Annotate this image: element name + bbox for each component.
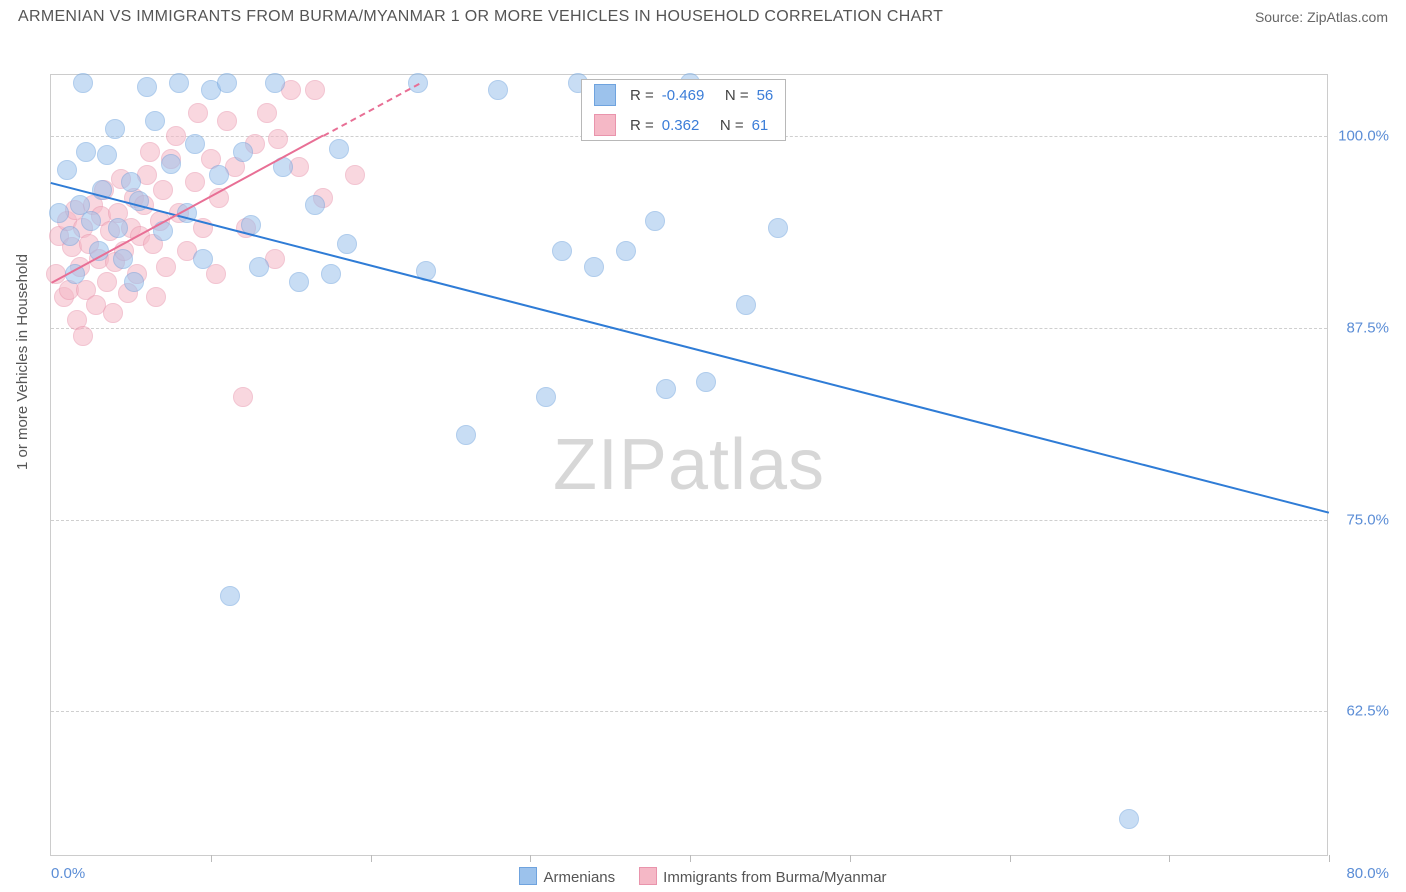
watermark-light: atlas: [668, 425, 825, 505]
legend-label-armenians: Armenians: [543, 869, 615, 886]
legend-swatch-armenians: [519, 867, 537, 885]
data-point-armenians: [337, 234, 357, 254]
data-point-armenians: [113, 249, 133, 269]
trend-line: [51, 182, 1329, 514]
data-point-armenians: [220, 586, 240, 606]
data-point-burma: [257, 103, 277, 123]
data-point-armenians: [161, 154, 181, 174]
data-point-burma: [166, 126, 186, 146]
watermark: ZIPatlas: [553, 424, 825, 506]
data-point-armenians: [768, 218, 788, 238]
legend-N-burma: 61: [752, 117, 769, 134]
trend-line: [323, 83, 420, 137]
y-tick-label: 100.0%: [1338, 128, 1389, 145]
legend-swatch-burma: [639, 867, 657, 885]
correlation-legend-box: R = -0.469 N = 56R = 0.362 N = 61: [581, 79, 786, 141]
data-point-armenians: [536, 387, 556, 407]
data-point-burma: [305, 80, 325, 100]
data-point-armenians: [124, 272, 144, 292]
data-point-armenians: [656, 379, 676, 399]
data-point-armenians: [60, 226, 80, 246]
legend-row-burma: R = 0.362 N = 61: [582, 110, 785, 140]
legend-label-burma: Immigrants from Burma/Myanmar: [663, 869, 886, 886]
data-point-burma: [153, 180, 173, 200]
data-point-armenians: [456, 425, 476, 445]
legend-R-burma: 0.362: [662, 117, 700, 134]
legend-row-armenians: R = -0.469 N = 56: [582, 80, 785, 110]
data-point-armenians: [584, 257, 604, 277]
legend-item-burma: Immigrants from Burma/Myanmar: [639, 867, 886, 886]
data-point-burma: [140, 142, 160, 162]
y-tick-label: 75.0%: [1346, 511, 1389, 528]
legend-N-armenians: 56: [757, 87, 774, 104]
data-point-armenians: [81, 211, 101, 231]
data-point-burma: [345, 165, 365, 185]
data-point-armenians: [137, 77, 157, 97]
data-point-armenians: [321, 264, 341, 284]
gridline-h: [51, 520, 1327, 521]
data-point-burma: [73, 326, 93, 346]
data-point-burma: [206, 264, 226, 284]
data-point-armenians: [552, 241, 572, 261]
legend-swatch-burma: [594, 114, 616, 136]
data-point-armenians: [289, 272, 309, 292]
data-point-burma: [103, 303, 123, 323]
data-point-burma: [188, 103, 208, 123]
chart-title: ARMENIAN VS IMMIGRANTS FROM BURMA/MYANMA…: [18, 8, 943, 26]
data-point-armenians: [105, 119, 125, 139]
source-attribution: Source: ZipAtlas.com: [1255, 9, 1388, 25]
data-point-armenians: [76, 142, 96, 162]
data-point-armenians: [145, 111, 165, 131]
gridline-h: [51, 711, 1327, 712]
data-point-burma: [268, 129, 288, 149]
data-point-armenians: [329, 139, 349, 159]
watermark-bold: ZIP: [553, 425, 668, 505]
data-point-armenians: [209, 165, 229, 185]
data-point-burma: [217, 111, 237, 131]
data-point-armenians: [185, 134, 205, 154]
data-point-armenians: [736, 295, 756, 315]
data-point-burma: [185, 172, 205, 192]
legend-swatch-armenians: [594, 84, 616, 106]
data-point-armenians: [57, 160, 77, 180]
data-point-armenians: [193, 249, 213, 269]
scatter-plot-area: ZIPatlas 62.5%75.0%87.5%100.0%0.0%80.0%R…: [50, 74, 1328, 856]
data-point-armenians: [97, 145, 117, 165]
data-point-armenians: [249, 257, 269, 277]
y-tick-label: 87.5%: [1346, 320, 1389, 337]
legend-R-armenians: -0.469: [662, 87, 705, 104]
data-point-armenians: [108, 218, 128, 238]
gridline-h: [51, 328, 1327, 329]
data-point-armenians: [488, 80, 508, 100]
data-point-burma: [156, 257, 176, 277]
data-point-burma: [97, 272, 117, 292]
data-point-burma: [233, 387, 253, 407]
data-point-armenians: [696, 372, 716, 392]
data-point-armenians: [1119, 809, 1139, 829]
data-point-armenians: [121, 172, 141, 192]
data-point-armenians: [169, 73, 189, 93]
data-point-armenians: [233, 142, 253, 162]
x-tick: [1329, 855, 1330, 862]
data-point-armenians: [645, 211, 665, 231]
data-point-armenians: [73, 73, 93, 93]
data-point-armenians: [305, 195, 325, 215]
data-point-armenians: [616, 241, 636, 261]
legend-bottom: Armenians Immigrants from Burma/Myanmar: [0, 867, 1406, 886]
y-tick-label: 62.5%: [1346, 703, 1389, 720]
data-point-burma: [146, 287, 166, 307]
y-axis-label: 1 or more Vehicles in Household: [14, 254, 31, 470]
data-point-armenians: [265, 73, 285, 93]
legend-item-armenians: Armenians: [519, 867, 615, 886]
data-point-armenians: [49, 203, 69, 223]
data-point-armenians: [217, 73, 237, 93]
